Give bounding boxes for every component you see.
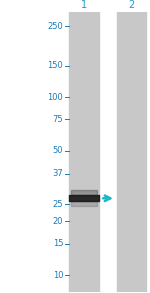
Bar	[69, 12, 99, 292]
Text: 15: 15	[53, 239, 63, 248]
Text: 100: 100	[47, 93, 63, 102]
Text: 37: 37	[52, 169, 63, 178]
Text: 150: 150	[47, 61, 63, 70]
Text: 50: 50	[53, 146, 63, 155]
Text: 250: 250	[47, 22, 63, 31]
Bar	[117, 12, 146, 292]
Text: 1: 1	[81, 0, 87, 10]
Text: 20: 20	[53, 217, 63, 226]
Text: 10: 10	[53, 270, 63, 280]
Text: 2: 2	[128, 0, 135, 10]
Text: 75: 75	[52, 115, 63, 124]
Text: 25: 25	[53, 200, 63, 209]
